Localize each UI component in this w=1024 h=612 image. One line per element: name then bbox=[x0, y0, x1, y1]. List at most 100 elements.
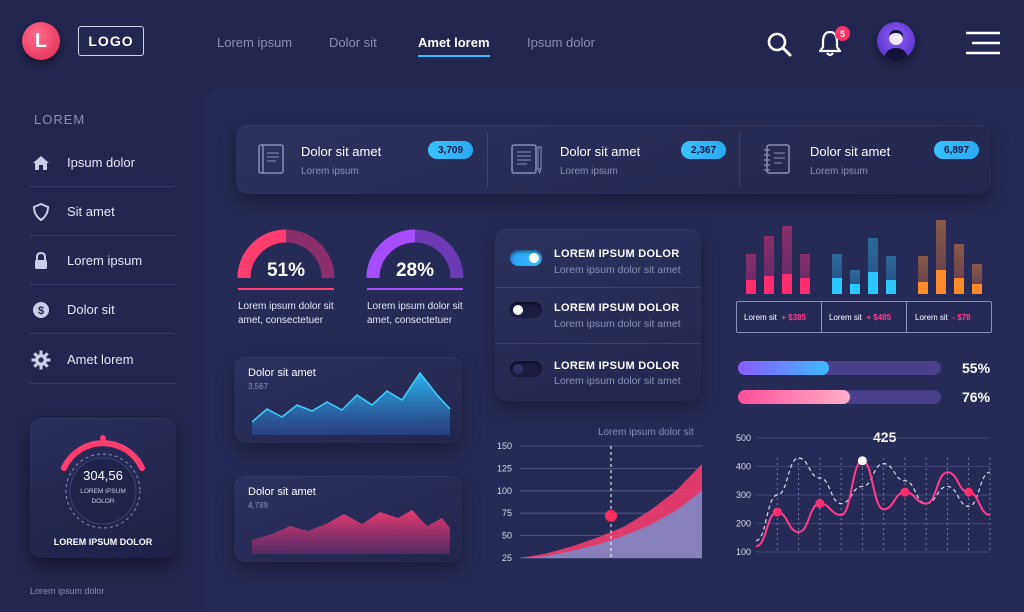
area-y-tick: 50 bbox=[502, 531, 512, 541]
notification-badge: 5 bbox=[835, 26, 850, 41]
toggle-sub: Lorem ipsum dolor sit amet bbox=[554, 375, 681, 387]
area-card-title: Dolor sit amet bbox=[248, 367, 316, 379]
line-chart-peak-label: 425 bbox=[873, 429, 897, 445]
app-logo-mark[interactable]: L bbox=[22, 22, 60, 60]
semi-donut-2 bbox=[366, 229, 464, 290]
sidebar-item-sit-amet[interactable]: Sit amet bbox=[30, 188, 175, 236]
area-series-blue bbox=[520, 490, 702, 558]
dollar-icon: $ bbox=[33, 301, 49, 318]
stat-sub: Lorem ipsum bbox=[301, 166, 359, 177]
stat-title: Dolor sit amet bbox=[560, 144, 641, 159]
line-data-point[interactable] bbox=[772, 507, 782, 517]
line-y-tick: 300 bbox=[736, 490, 751, 500]
sidebar-item-label: Ipsum dolor bbox=[67, 155, 135, 170]
bar-legend-3: Lorem sit - $78 bbox=[915, 313, 971, 322]
line-data-point[interactable] bbox=[964, 487, 974, 497]
nav-link-2[interactable]: Dolor sit bbox=[329, 35, 377, 50]
app-logo-text[interactable]: LOGO bbox=[78, 26, 144, 56]
shield-icon bbox=[32, 202, 50, 221]
sidebar-gauge-card: 304,56 LOREM IPSUM DOLOR LOREM IPSUM DOL… bbox=[30, 418, 176, 558]
line-y-tick: 400 bbox=[736, 462, 751, 472]
progress-bar-2 bbox=[738, 390, 941, 404]
spiral-notebook-icon bbox=[764, 144, 790, 174]
sidebar-item-label: Sit amet bbox=[67, 204, 115, 219]
toggle-switch-2[interactable] bbox=[510, 302, 542, 318]
donut-2-text-2: amet, consectetuer bbox=[367, 315, 453, 326]
area-sparkline-blue bbox=[252, 371, 451, 435]
sidebar-item-label: Lorem ipsum bbox=[67, 253, 143, 268]
area-y-tick: 150 bbox=[497, 441, 512, 451]
active-nav-underline bbox=[418, 55, 490, 57]
donut-2-text-1: Lorem ipsum dolor sit bbox=[367, 301, 463, 312]
stats-divider bbox=[487, 132, 488, 187]
toggle-divider bbox=[495, 343, 701, 344]
hamburger-menu-icon[interactable] bbox=[966, 31, 1000, 55]
gauge-title: LOREM IPSUM DOLOR bbox=[53, 537, 153, 547]
area-card-2: Dolor sit amet 4,789 bbox=[234, 476, 462, 562]
bar-legend-box bbox=[736, 301, 992, 333]
progress-bar-1 bbox=[738, 361, 941, 375]
stats-divider bbox=[739, 132, 740, 187]
progress-value-1: 55% bbox=[962, 360, 991, 376]
area-chart-title: Lorem ipsum dolor sit bbox=[598, 427, 694, 438]
radial-gauge bbox=[61, 435, 145, 529]
bar-legend-2: Lorem sit + $485 bbox=[829, 313, 892, 322]
toggle-title: LOREM IPSUM DOLOR bbox=[554, 248, 680, 260]
progress-fill-2 bbox=[738, 390, 850, 404]
area-card-title: Dolor sit amet bbox=[248, 486, 316, 498]
donut-1-text-1: Lorem ipsum dolor sit bbox=[238, 301, 334, 312]
area-card-sub: 4,789 bbox=[248, 501, 269, 510]
area-y-tick: 125 bbox=[497, 463, 512, 473]
line-y-tick: 100 bbox=[736, 547, 751, 557]
progress-value-2: 76% bbox=[962, 389, 991, 405]
toggle-switch-3[interactable] bbox=[510, 361, 542, 377]
area-marker-point[interactable] bbox=[605, 509, 617, 522]
area-sparkline-pink bbox=[252, 510, 450, 554]
stat-sub: Lorem ipsum bbox=[810, 166, 868, 177]
sidebar-footer-note: Lorem ipsum dolor bbox=[30, 586, 105, 596]
sidebar-item-label: Amet lorem bbox=[67, 352, 134, 367]
bar-legend-divider bbox=[906, 301, 907, 333]
nav-link-4[interactable]: Ipsum dolor bbox=[527, 35, 595, 50]
stat-value-pill: 6,897 bbox=[934, 141, 980, 159]
notebook-icon bbox=[511, 144, 542, 175]
gear-icon bbox=[31, 350, 51, 369]
sidebar-item-amet-lorem[interactable]: Amet lorem bbox=[30, 336, 175, 384]
gauge-caption-1: LOREM IPSUM bbox=[80, 488, 126, 495]
gauge-value: 304,56 bbox=[83, 468, 123, 483]
nav-link-3-active[interactable]: Amet lorem bbox=[418, 35, 490, 50]
area-card-sub: 3,567 bbox=[248, 382, 269, 391]
sidebar-heading: LOREM bbox=[34, 112, 86, 127]
area-chart: 150 125 100 75 50 25 bbox=[497, 441, 702, 563]
donut-2-value: 28% bbox=[395, 260, 435, 281]
toggle-sub: Lorem ipsum dolor sit amet bbox=[554, 264, 681, 276]
line-data-point[interactable] bbox=[857, 456, 867, 466]
area-y-tick: 100 bbox=[497, 486, 512, 496]
sidebar-item-label: Dolor sit bbox=[67, 302, 115, 317]
toggle-sub: Lorem ipsum dolor sit amet bbox=[554, 318, 681, 330]
line-data-point[interactable] bbox=[815, 499, 825, 509]
sidebar-item-dolor-sit[interactable]: $ Dolor sit bbox=[30, 286, 175, 334]
area-y-tick: 75 bbox=[502, 508, 512, 518]
stat-sub: Lorem ipsum bbox=[560, 166, 618, 177]
toggle-switch-1[interactable] bbox=[510, 250, 542, 266]
line-data-point[interactable] bbox=[900, 487, 910, 497]
svg-text:$: $ bbox=[38, 305, 44, 317]
stat-value-pill: 2,367 bbox=[681, 141, 727, 159]
line-chart: 500 400 300 200 100 bbox=[736, 433, 991, 557]
bar-legend-1: Lorem sit + $385 bbox=[744, 313, 807, 322]
grouped-bar-chart bbox=[746, 220, 982, 294]
sidebar-item-lorem-ipsum[interactable]: Lorem ipsum bbox=[30, 237, 175, 285]
sidebar-item-ipsum-dolor[interactable]: Ipsum dolor bbox=[30, 139, 175, 187]
stat-value-pill: 3,709 bbox=[428, 141, 474, 159]
stats-strip bbox=[236, 125, 991, 194]
user-avatar[interactable] bbox=[877, 22, 915, 60]
area-y-tick: 25 bbox=[502, 553, 512, 563]
nav-link-1[interactable]: Lorem ipsum bbox=[217, 35, 293, 50]
donut-1-value: 51% bbox=[266, 260, 306, 281]
search-icon[interactable] bbox=[765, 30, 793, 58]
book-icon bbox=[258, 144, 284, 174]
gauge-caption-2: DOLOR bbox=[91, 498, 115, 505]
toggle-divider bbox=[495, 287, 701, 288]
line-y-tick: 200 bbox=[736, 519, 751, 529]
